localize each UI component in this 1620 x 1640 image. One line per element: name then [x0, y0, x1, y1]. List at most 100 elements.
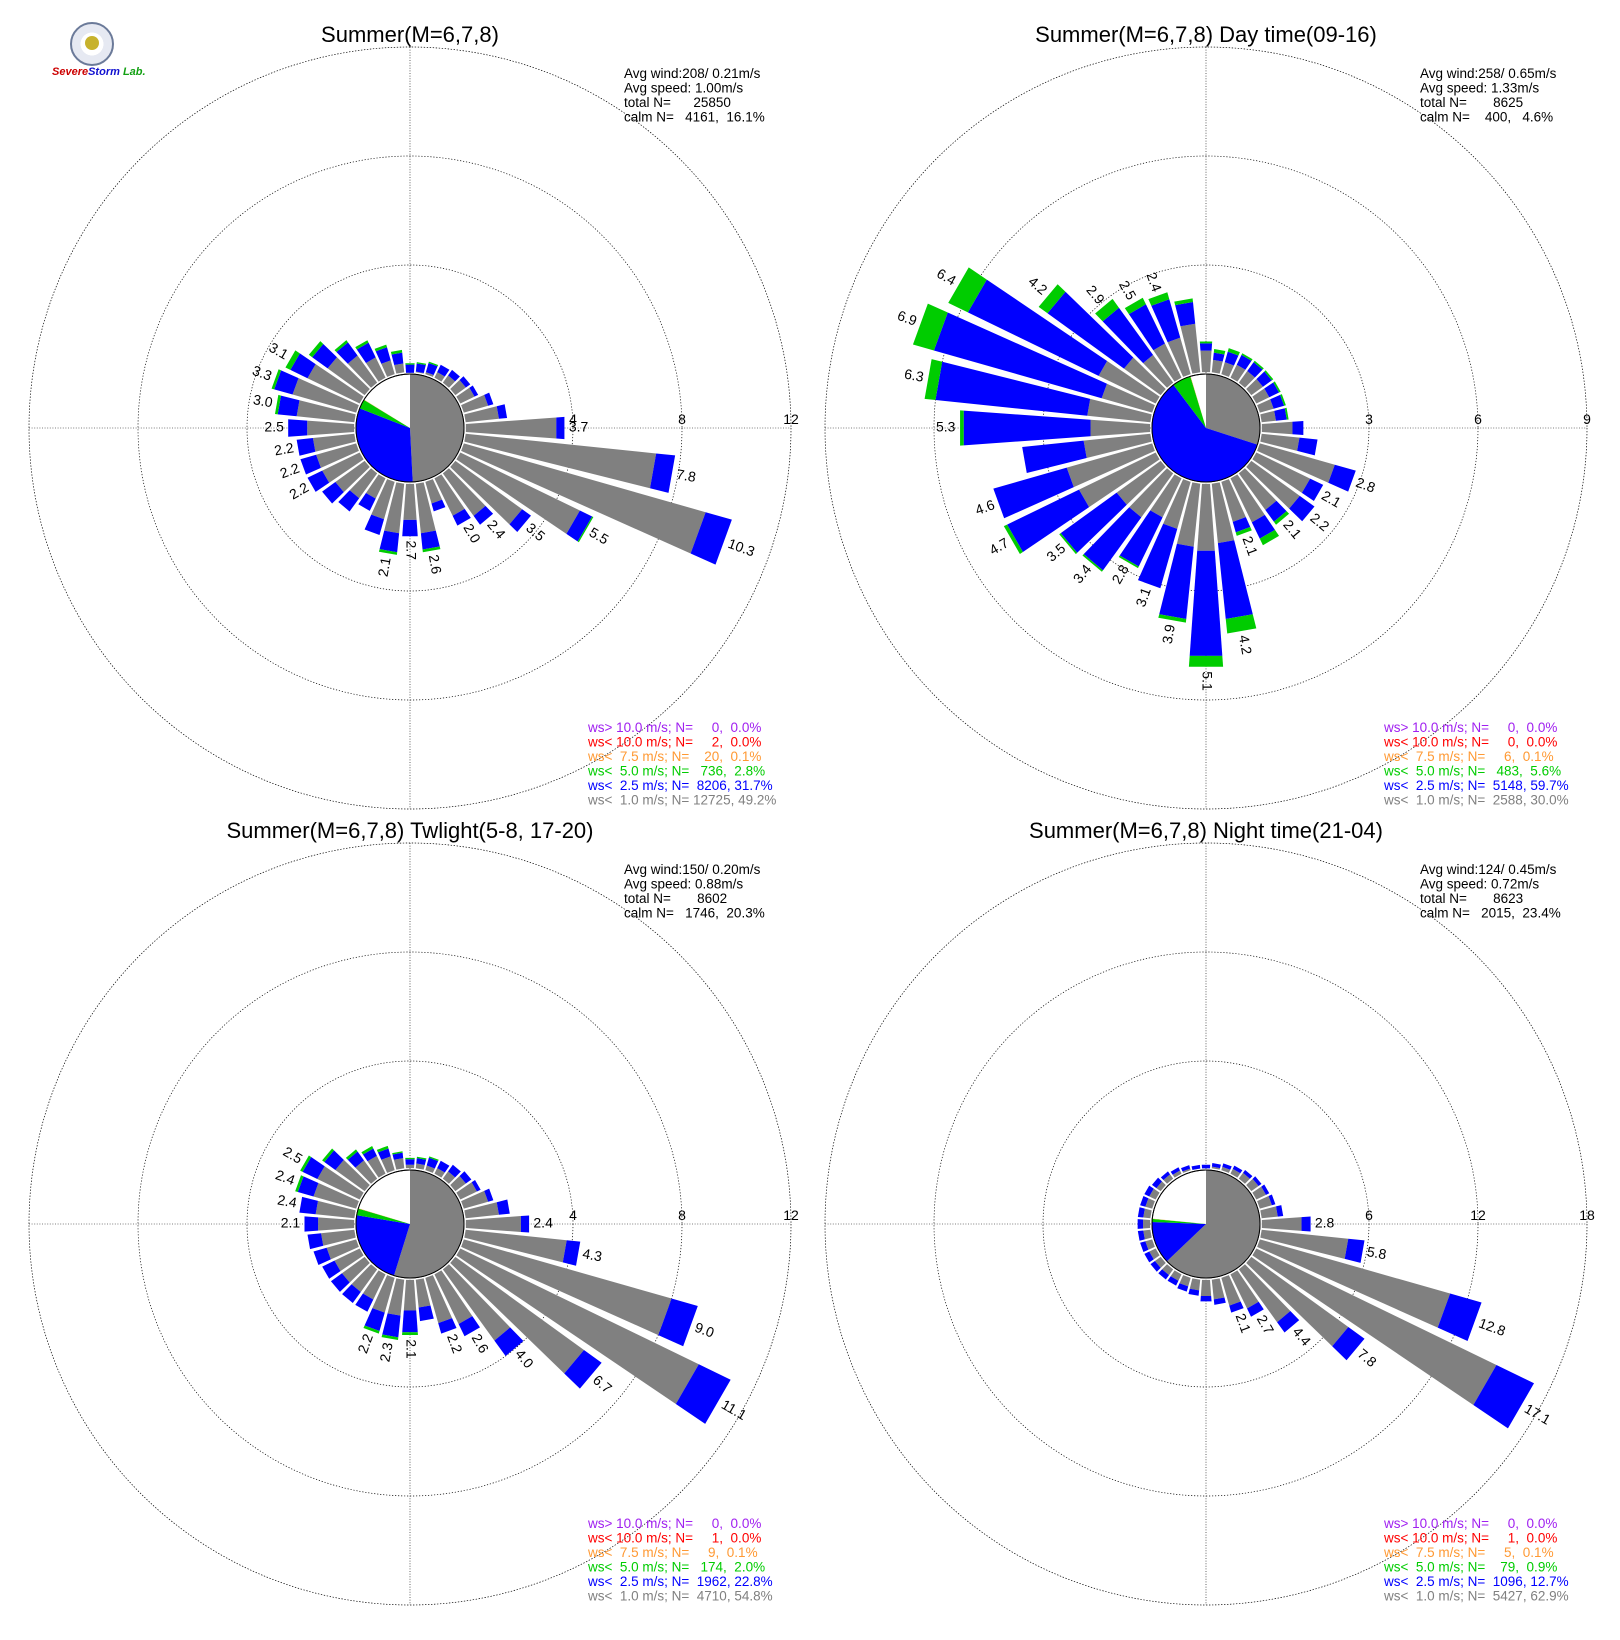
bar-value-label: 5.1: [1199, 671, 1215, 691]
stats-line: Avg speed: 0.88m/s: [624, 877, 743, 892]
bar-segment-gray-340: [381, 1156, 395, 1173]
bar-segment-gray-10: [415, 1163, 425, 1170]
bar-segment-blue-150: [452, 508, 471, 526]
bar-value-label: 2.6: [426, 553, 445, 575]
bar-segment-gray-320: [355, 1160, 378, 1184]
legend-entry: ws< 5.0 m/s; N= 736, 2.8%: [587, 764, 765, 779]
bar-segment-gray-310: [327, 357, 370, 396]
bar-segment-gray-70: [1257, 1196, 1272, 1209]
legend-entry: ws< 1.0 m/s; N= 12725, 49.2%: [587, 793, 776, 808]
range-ring-label: 4: [569, 1207, 577, 1223]
bar-segment-blue-120: [1473, 1365, 1535, 1429]
bar-segment-blue-280: [299, 1196, 318, 1215]
bar-segment-blue-170: [1213, 1297, 1226, 1305]
bar-segment-gray-170: [1211, 482, 1235, 544]
bar-segment-blue-90: [556, 416, 565, 440]
bar-value-label: 2.2: [273, 439, 295, 458]
bar-segment-gray-90: [465, 1216, 521, 1232]
bar-value-label: 6.3: [903, 366, 925, 385]
stats-line: total N= 8623: [1420, 891, 1523, 906]
bar-segment-green-0: [405, 1157, 415, 1160]
bar-value-label: 7.8: [1355, 1345, 1380, 1370]
bar-segment-blue-160: [1229, 1301, 1244, 1313]
bar-segment-blue-0: [1199, 343, 1213, 351]
bar-segment-gray-310: [335, 1159, 370, 1192]
bar-segment-blue-240: [1144, 1251, 1154, 1263]
range-ring-label: 12: [783, 1207, 799, 1223]
bar-segment-blue-40: [448, 369, 460, 382]
bar-segment-green-290: [271, 369, 282, 390]
bar-segment-gray-220: [1129, 468, 1174, 518]
bar-segment-blue-140: [473, 505, 494, 525]
bar-segment-gray-50: [450, 379, 466, 396]
calm-pie-blue: [356, 408, 413, 482]
legend-entry: ws> 10.0 m/s; N= 0, 0.0%: [587, 720, 761, 735]
bar-segment-gray-280: [296, 400, 356, 423]
bar-segment-gray-330: [365, 357, 386, 382]
legend-entry: ws< 2.5 m/s; N= 8206, 31.7%: [587, 778, 773, 793]
bar-segment-gray-280: [1143, 1208, 1152, 1219]
bar-segment-blue-250: [993, 467, 1074, 519]
bar-value-label: 2.2: [286, 479, 311, 503]
bar-segment-blue-0: [1201, 1164, 1211, 1169]
bar-segment-gray-120: [456, 1248, 699, 1404]
bar-segment-blue-240: [322, 1260, 341, 1279]
bar-segment-gray-350: [1180, 323, 1201, 374]
bar-segment-blue-350: [391, 352, 404, 366]
bar-segment-gray-210: [362, 1270, 386, 1300]
legend-entry: ws< 10.0 m/s; N= 0, 0.0%: [1383, 735, 1557, 750]
stats-line: calm N= 1746, 20.3%: [624, 906, 765, 921]
bar-segment-gray-110: [1257, 1239, 1451, 1328]
calm-pie-blue: [356, 1215, 410, 1276]
bar-segment-gray-240: [1149, 1248, 1160, 1260]
bar-value-label: 9.0: [693, 1319, 717, 1341]
bar-segment-blue-0: [405, 364, 415, 373]
bar-segment-blue-270: [963, 410, 1091, 446]
bar-segment-gray-70: [461, 394, 489, 413]
bar-segment-blue-280: [277, 395, 300, 417]
bar-segment-blue-290: [297, 1176, 319, 1197]
bar-segment-green-0: [405, 363, 415, 365]
bar-segment-gray-10: [1211, 1166, 1221, 1170]
bar-segment-gray-240: [322, 452, 364, 483]
bar-segment-blue-150: [458, 1316, 480, 1337]
bar-segment-blue-190: [1188, 1288, 1200, 1296]
calm-pie-green: [359, 399, 410, 428]
bar-segment-gray-220: [349, 468, 378, 499]
bar-segment-blue-270: [1137, 1219, 1144, 1229]
bar-segment-gray-130: [1246, 1256, 1349, 1347]
bar-segment-blue-60: [1261, 1184, 1270, 1195]
bar-segment-gray-230: [335, 460, 370, 493]
bar-segment-blue-70: [1268, 1194, 1276, 1206]
bar-segment-blue-290: [1140, 1196, 1149, 1207]
legend-entry: ws> 10.0 m/s; N= 0, 0.0%: [1383, 720, 1557, 735]
stats-line: calm N= 2015, 23.4%: [1420, 906, 1561, 921]
legend-entry: ws< 2.5 m/s; N= 1096, 12.7%: [1383, 1574, 1569, 1589]
bar-segment-green-350: [392, 1151, 403, 1155]
bar-segment-blue-110: [658, 1298, 698, 1347]
bar-segment-gray-310: [1156, 1181, 1166, 1192]
bar-segment-gray-200: [1179, 1275, 1191, 1287]
bar-segment-blue-130: [1332, 1327, 1365, 1361]
bar-segment-blue-330: [1128, 304, 1165, 351]
range-ring-label: 12: [783, 411, 799, 427]
bar-segment-blue-350: [1191, 1164, 1201, 1170]
bar-segment-gray-100: [1260, 1229, 1349, 1259]
bar-segment-blue-80: [496, 1199, 510, 1215]
bar-segment-blue-60: [471, 1179, 481, 1192]
bar-segment-gray-10: [1211, 359, 1223, 374]
bar-segment-blue-160: [1232, 517, 1251, 533]
bar-segment-blue-170: [418, 1305, 434, 1322]
bar-value-label: 2.3: [377, 1341, 396, 1363]
bar-segment-blue-190: [1159, 543, 1194, 620]
bar-segment-gray-120: [456, 452, 580, 534]
bar-segment-gray-150: [434, 1270, 473, 1325]
bar-segment-blue-80: [1275, 1205, 1284, 1217]
bar-value-label: 11.1: [719, 1396, 750, 1423]
bar-segment-blue-300: [967, 279, 1108, 376]
bar-segment-green-310: [1038, 284, 1066, 314]
bar-segment-gray-290: [1101, 383, 1155, 413]
bar-segment-blue-60: [1264, 382, 1280, 398]
bar-value-label: 2.4: [533, 1215, 553, 1231]
